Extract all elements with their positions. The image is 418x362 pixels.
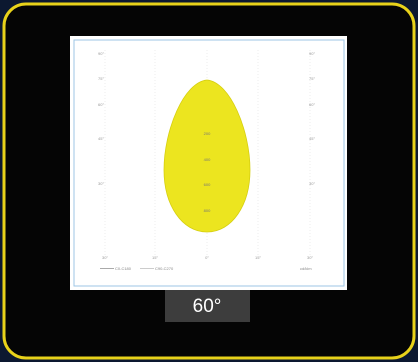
center-value: 800 [204, 208, 211, 213]
bottom-tick-label: 15° [152, 255, 158, 260]
center-value: 400 [204, 157, 211, 162]
light-distribution [163, 79, 251, 233]
bottom-tick-label: 15° [255, 255, 261, 260]
legend-label: C90-C270 [155, 266, 174, 271]
caption-box [165, 290, 250, 322]
caption: 60° [193, 296, 222, 317]
left-tick-label: 90° [98, 51, 104, 56]
center-value: 600 [204, 182, 211, 187]
right-tick-label: 30° [309, 181, 315, 186]
left-tick-label: 30° [98, 181, 104, 186]
unit-label: cd/klm [300, 266, 312, 271]
bottom-tick-label: 30° [307, 255, 313, 260]
bottom-tick-label: 0° [205, 255, 209, 260]
legend-line [140, 268, 154, 269]
legend-label: C0-C180 [115, 266, 132, 271]
right-tick-label: 75° [309, 76, 315, 81]
right-tick-label: 45° [309, 136, 315, 141]
legend-line [100, 268, 114, 269]
left-tick-label: 45° [98, 136, 104, 141]
left-tick-label: 75° [98, 76, 104, 81]
left-tick-label: 60° [98, 102, 104, 107]
right-tick-label: 90° [309, 51, 315, 56]
center-value: 200 [204, 131, 211, 136]
bottom-tick-label: 30° [102, 255, 108, 260]
right-tick-label: 60° [309, 102, 315, 107]
plot-border [73, 39, 345, 287]
